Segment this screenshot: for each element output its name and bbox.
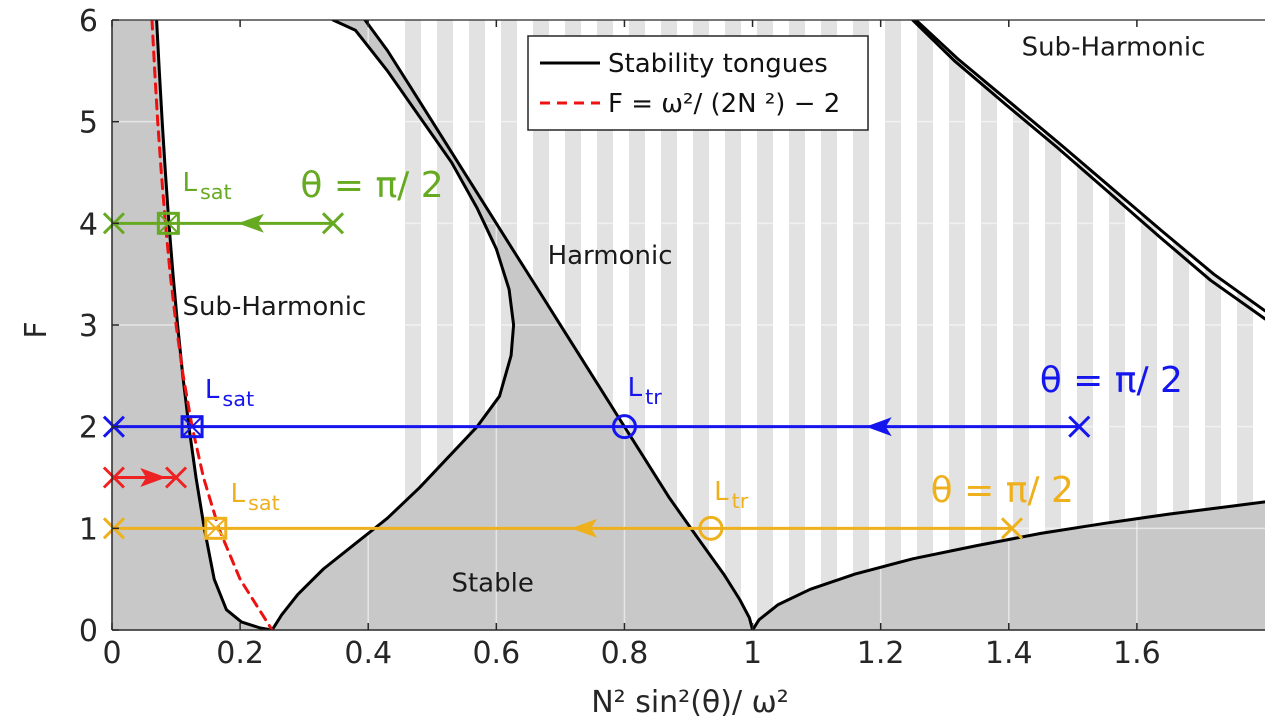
stability-tongue-curve: [914, 20, 1265, 313]
x-axis-label: N² sin²(θ)/ ω²: [591, 685, 789, 720]
region-labels: Sub-Harmonic Harmonic Stable Sub-Harmonic: [182, 33, 1205, 599]
l-sub: tr: [732, 489, 749, 513]
y-tick-label: 5: [79, 106, 98, 141]
square-marker-diag: [157, 212, 180, 235]
y-tick-label: 1: [79, 512, 98, 547]
x-tick-label: 1.4: [985, 636, 1033, 671]
x-tick-label: 0.6: [472, 636, 520, 671]
region-label: Stable: [451, 568, 533, 598]
arrow-marker: [237, 213, 264, 233]
cross-marker: [1068, 415, 1091, 438]
theta-label-green: θ = π/ 2: [300, 165, 443, 206]
y-tick-label: 6: [79, 4, 98, 39]
y-tick-label: 0: [79, 614, 98, 649]
l-sub: sat: [222, 387, 254, 411]
cross-marker: [1000, 517, 1024, 540]
stable-region-center: [272, 20, 753, 630]
stability-tongue-curve: [270, 20, 516, 630]
l-main: L: [714, 477, 729, 507]
y-tick-label: 4: [79, 207, 98, 242]
trajectories: [102, 211, 1091, 541]
cross-marker: [321, 212, 345, 235]
theta-label-blue: θ = π/ 2: [1040, 360, 1183, 401]
arrow-marker: [140, 468, 167, 487]
arrow-marker: [571, 518, 597, 538]
square-marker: [204, 516, 228, 540]
axes: 0 0.2 0.4 0.6 0.8 1 1.2 1.4 1.6 0 1 2 3 4 5 6 N² sin²(θ)…: [19, 4, 1265, 720]
x-tick-label: 0.4: [344, 636, 392, 671]
cross-marker: [102, 466, 125, 489]
y-tick-label: 3: [79, 309, 98, 344]
x-tick-label: 1: [743, 636, 762, 671]
region-label: Sub-Harmonic: [182, 292, 366, 322]
stability-tongue-curve: [911, 20, 1265, 321]
l-sub: sat: [248, 491, 280, 515]
arrow-marker: [865, 417, 892, 437]
l-main: L: [182, 168, 197, 198]
legend-entry-label: Stability tongues: [608, 49, 828, 79]
y-axis-label: F: [19, 321, 54, 338]
l-main: L: [628, 373, 643, 403]
l-sub: tr: [645, 385, 662, 409]
square-marker: [180, 415, 204, 439]
x-tick-label: 1.2: [857, 636, 905, 671]
legend-entry-label: F = ω²/ (2N ²) − 2: [608, 89, 840, 119]
square-marker: [156, 211, 180, 235]
subharmonic-region-right: [915, 20, 1265, 311]
legend: Stability tongues F = ω²/ (2N ²) − 2: [527, 35, 869, 131]
square-marker-diag: [181, 415, 203, 438]
stability-tongue-curve: [155, 20, 274, 630]
x-tick-label: 0.8: [601, 636, 649, 671]
cross-marker: [164, 466, 188, 489]
x-tick-label: 0: [102, 636, 121, 671]
stability-tongue-curve: [751, 500, 1265, 630]
circle-marker: [698, 515, 724, 541]
l-main: L: [231, 479, 246, 509]
square-marker-diag: [205, 517, 227, 540]
region-label: Harmonic: [548, 241, 673, 271]
l-main: L: [205, 375, 220, 405]
region-label: Sub-Harmonic: [1022, 33, 1206, 63]
circle-marker: [611, 414, 637, 440]
legend-box: [527, 35, 869, 131]
theta-label-orange: θ = π/ 2: [931, 470, 1074, 511]
x-tick-label: 0.2: [216, 636, 264, 671]
y-tick-label: 2: [79, 411, 98, 446]
l-sub: sat: [200, 180, 232, 204]
stability-tongue-curve: [363, 20, 755, 630]
x-tick-label: 1.6: [1113, 636, 1161, 671]
